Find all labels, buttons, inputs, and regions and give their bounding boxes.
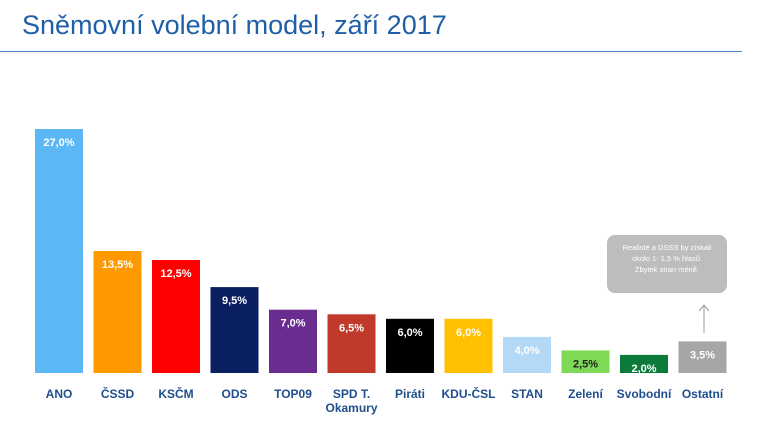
bar-value-label: 3,5% — [690, 349, 715, 361]
bar-spd-t-okamury — [327, 314, 376, 373]
bar-value-label: 2,5% — [573, 358, 598, 370]
bar--ssd — [93, 251, 142, 373]
bar-ods — [210, 287, 259, 373]
bar-ano — [35, 129, 83, 373]
bar-pir-ti — [386, 318, 434, 373]
bar-value-label: 6,0% — [397, 327, 422, 339]
title-divider — [0, 51, 742, 52]
category-label: ANO — [46, 387, 73, 401]
note-line: Realisté a DSSS by získali — [622, 243, 712, 252]
category-label: KDU-ČSL — [442, 386, 496, 401]
bar-ks-m — [152, 260, 200, 373]
page-title: Sněmovní volební model, září 2017 — [22, 10, 447, 40]
bar-stan — [503, 336, 551, 373]
category-label: ČSSD — [101, 386, 135, 401]
bar-top09 — [269, 309, 317, 373]
bar-svobodn- — [620, 354, 668, 373]
category-label: Zelení — [568, 387, 603, 401]
annotation-note: Realisté a DSSS by získali okolo 1- 1,5 … — [607, 235, 727, 293]
bar-value-label: 27,0% — [43, 137, 74, 149]
bar-value-label: 9,5% — [222, 295, 247, 307]
bar-value-label: 12,5% — [160, 268, 191, 280]
note-arrow-icon — [698, 304, 710, 333]
bar-ostatn- — [678, 341, 727, 373]
note-line: okolo 1- 1,5 % hlasů. — [631, 254, 703, 263]
category-label: Ostatní — [682, 387, 724, 401]
bar-value-label: 2,0% — [631, 363, 656, 375]
bar-kdu-sl — [444, 318, 493, 373]
bar-value-label: 13,5% — [102, 259, 133, 271]
bar-value-label: 6,5% — [339, 322, 364, 334]
category-label: Piráti — [395, 387, 425, 401]
category-label: TOP09 — [274, 387, 312, 401]
bar-value-label: 7,0% — [280, 318, 305, 330]
bar-zelen- — [561, 350, 610, 373]
bar-value-label: 6,0% — [456, 327, 481, 339]
note-line: Zbytek stran méně. — [634, 265, 700, 274]
category-label: STAN — [511, 387, 543, 401]
category-label: KSČM — [158, 386, 193, 401]
bar-value-label: 4,0% — [514, 345, 539, 357]
category-label: ODS — [221, 387, 247, 401]
category-label: Svobodní — [617, 387, 672, 401]
category-label: SPD T. Okamury — [325, 387, 377, 415]
